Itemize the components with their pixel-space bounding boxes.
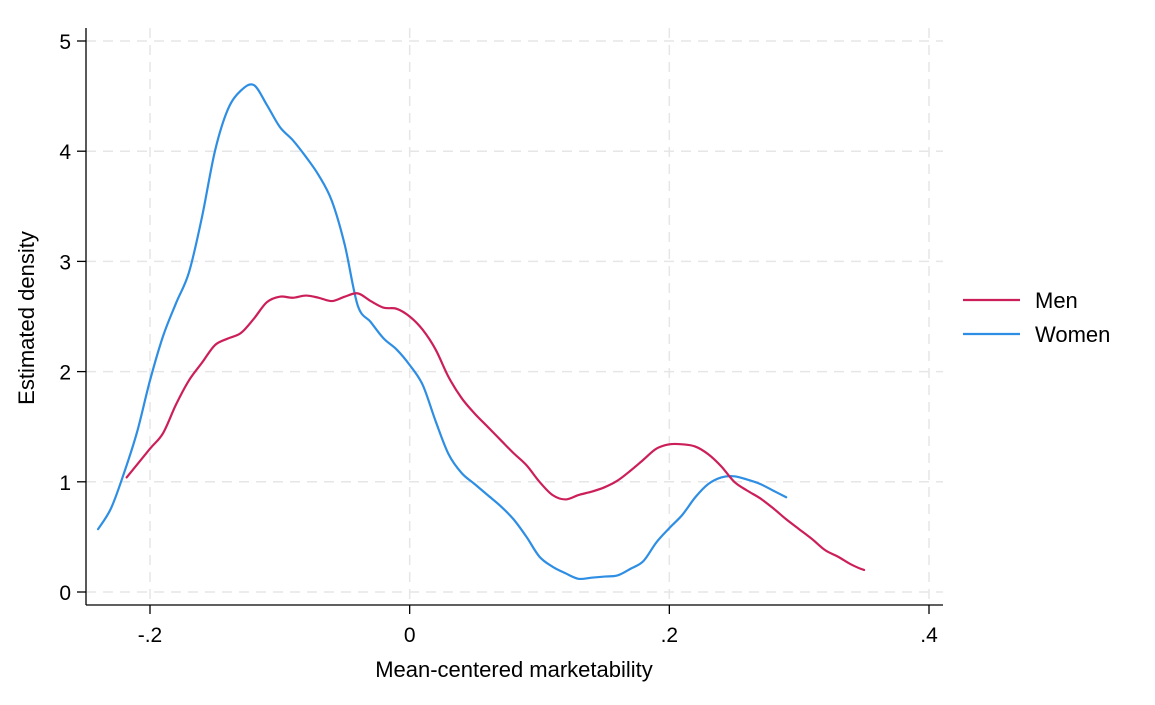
y-tick-label: 4	[59, 141, 71, 164]
x-axis-title: Mean-centered marketability	[375, 657, 653, 682]
series-line-women	[96, 83, 788, 581]
ticks: -.2 0 .2 .4 0 1 2 3 4 5	[59, 31, 938, 647]
x-tick-label: .2	[661, 624, 679, 647]
y-tick-label: 1	[59, 472, 71, 495]
legend-label-women: Women	[1035, 322, 1110, 347]
series-lines	[96, 83, 866, 581]
axes	[85, 28, 943, 606]
x-tick-label: 0	[404, 624, 416, 647]
x-tick-label: .4	[920, 624, 938, 647]
x-tick-label: -.2	[138, 624, 163, 647]
y-tick-label: 3	[59, 251, 71, 274]
y-tick-label: 0	[59, 582, 71, 605]
gridlines	[86, 28, 943, 605]
legend: Men Women	[963, 288, 1110, 347]
series-line-men	[125, 292, 866, 572]
y-axis-title: Estimated density	[14, 231, 39, 405]
y-tick-label: 2	[59, 362, 71, 385]
legend-label-men: Men	[1035, 288, 1078, 313]
y-tick-label: 5	[59, 31, 71, 54]
